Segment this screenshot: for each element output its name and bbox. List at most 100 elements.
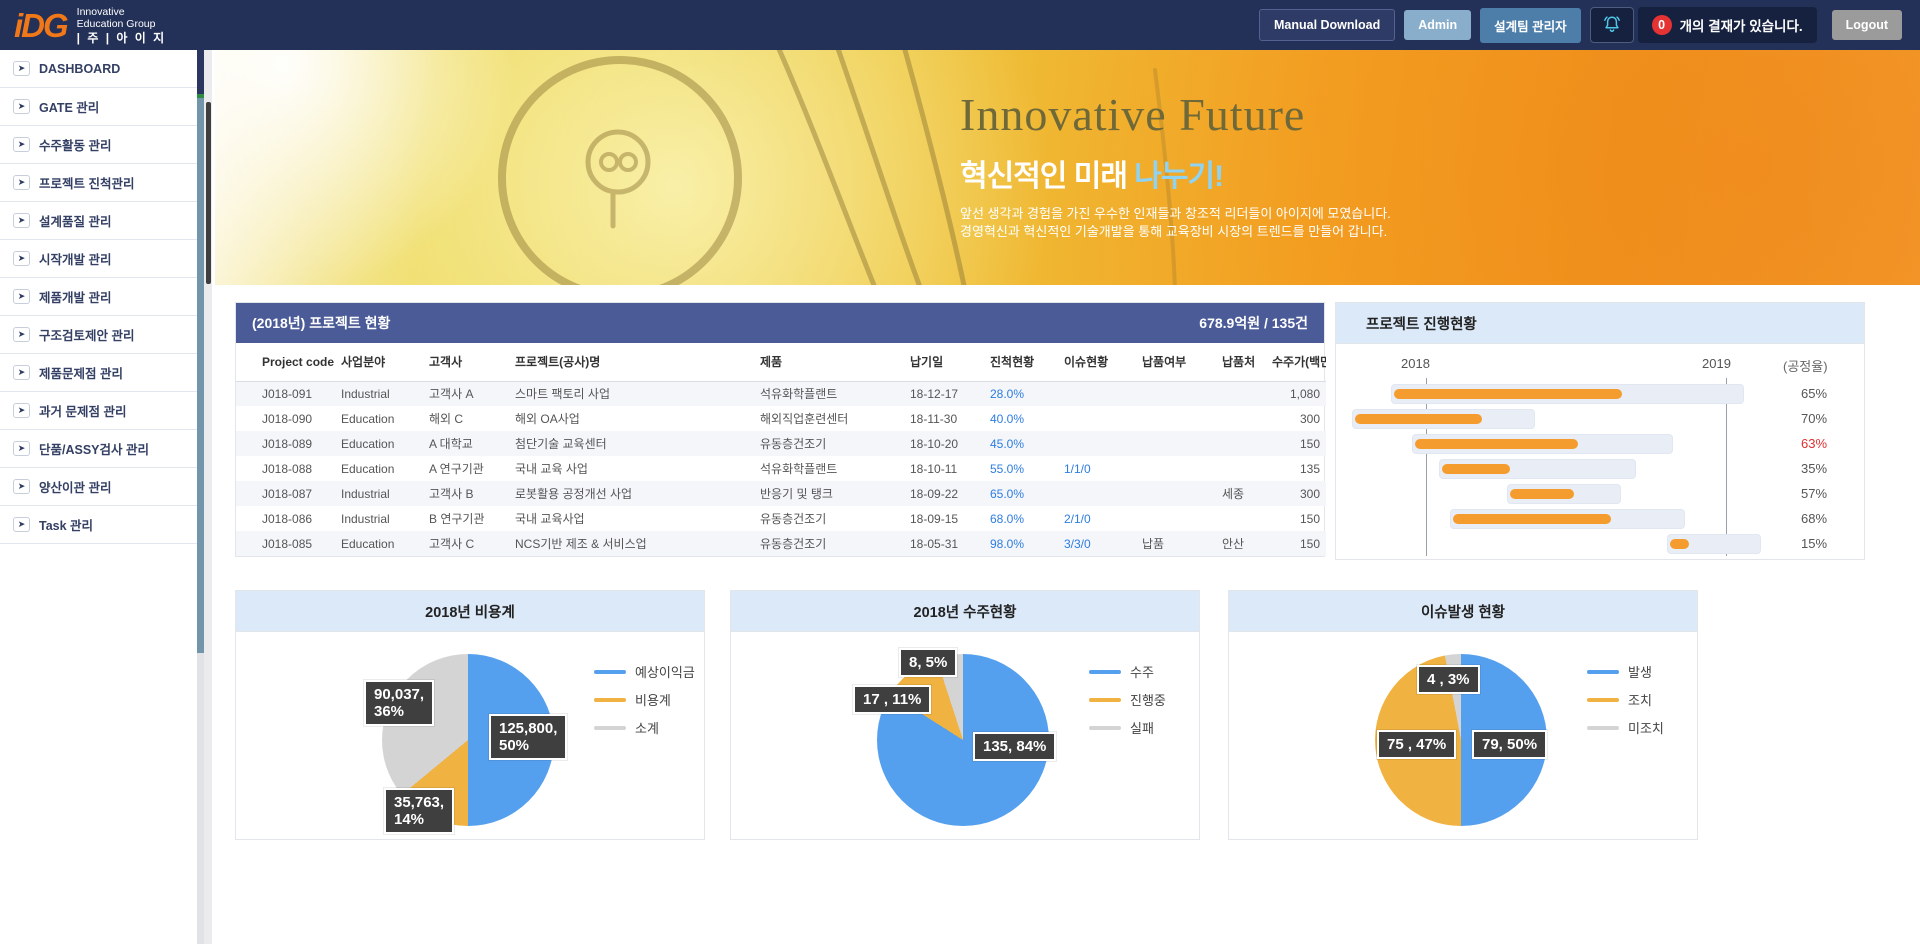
sidebar-item-2[interactable]: ➤ GATE 관리 [0, 88, 197, 126]
sidebar-item-label: 제품문제점 관리 [39, 367, 123, 381]
gantt-row[interactable]: 70% [1346, 409, 1827, 429]
table-row[interactable]: J018-089 Education A 대학교 첨단기술 교육센터 유동층건조기 18-… [236, 431, 1326, 456]
table-cell: 해외 OA사업 [515, 412, 580, 426]
pie-legend: 예상이익금 비용계 소계 [594, 662, 695, 746]
chevron-right-icon: ➤ [13, 365, 30, 380]
project-progress-panel: 프로젝트 진행현황 2018 2019 (공정율) 65% 70% 63% 35% 57… [1335, 302, 1865, 560]
logo-line3: | 주 | 아 이 지 [76, 31, 167, 45]
pie-data-label: 35,763, 14% [384, 788, 455, 834]
sidebar-scrollbar-thumb[interactable] [197, 98, 204, 653]
sidebar-item-label: 시작개발 관리 [39, 253, 112, 267]
table-cell: 18-12-17 [910, 381, 990, 406]
table-row[interactable]: J018-090 Education 해외 C 해외 OA사업 해외직업훈련센터 18-1… [236, 406, 1326, 431]
table-cell [1064, 406, 1142, 431]
table-cell: 유동층건조기 [760, 431, 910, 456]
chevron-right-icon: ➤ [13, 213, 30, 228]
table-cell: J018-085 [236, 531, 341, 556]
gantt-row[interactable]: 35% [1346, 459, 1827, 479]
legend-item: 조치 [1587, 690, 1664, 709]
banner-title: Innovative Future [960, 89, 1306, 140]
gantt-row[interactable]: 57% [1346, 484, 1827, 504]
sidebar-item-label: 설계품질 관리 [39, 215, 112, 229]
approval-notification[interactable]: 0 개의 결재가 있습니다. [1637, 7, 1817, 43]
sidebar-item-11[interactable]: ➤ 단품/ASSY검사 관리 [0, 430, 197, 468]
pie-data-label: 125,800, 50% [489, 714, 568, 760]
gantt-progress-label: 70% [1801, 411, 1828, 426]
column-header: 납품여부 [1142, 343, 1222, 382]
column-header: 진척현황 [990, 343, 1064, 382]
chevron-right-icon: ➤ [13, 99, 30, 114]
legend-swatch [1089, 725, 1121, 730]
banner-text: Innovative Future 혁신적인 미래 나누기! 앞선 생각과 경험… [960, 88, 1391, 241]
logout-button[interactable]: Logout [1831, 10, 1902, 40]
table-cell [1064, 431, 1142, 456]
table-cell: 유동층건조기 [760, 512, 827, 526]
gantt-gridline [1726, 378, 1728, 556]
logo-mark: iDG [14, 6, 69, 44]
project-status-title-bar: (2018년) 프로젝트 현황 678.9억원 / 135건 [236, 303, 1324, 343]
table-cell [1142, 506, 1222, 531]
table-cell: Education [341, 461, 395, 476]
table-cell: J018-088 [262, 461, 313, 476]
project-table-header-row: Project code 사업분야 고객사 프로젝트(공사)명 제품 납기일 진척현황 이슈현… [236, 343, 1326, 382]
table-row[interactable]: J018-087 Industrial 고객사 B 로봇활용 공정개선 사업 반응기 및… [236, 481, 1326, 506]
sidebar-item-label: GATE 관리 [39, 101, 100, 115]
sidebar-item-7[interactable]: ➤ 제품개발 관리 [0, 278, 197, 316]
manual-download-button[interactable]: Manual Download [1258, 9, 1396, 41]
pie-legend: 수주 진행중 실패 [1089, 662, 1166, 746]
sidebar-item-3[interactable]: ➤ 수주활동 관리 [0, 126, 197, 164]
table-cell: 65.0% [990, 481, 1064, 506]
logo-text: Innovative Education Group | 주 | 아 이 지 [77, 6, 167, 44]
admin-button[interactable]: Admin [1404, 10, 1472, 40]
table-row[interactable]: J018-091 Industrial 고객사 A 스마트 팩토리 사업 석유화학플랜트… [236, 381, 1326, 406]
table-cell: 18-09-15 [910, 511, 959, 526]
sidebar-item-9[interactable]: ➤ 제품문제점 관리 [0, 354, 197, 392]
chevron-right-icon: ➤ [13, 517, 30, 532]
sidebar-item-8[interactable]: ➤ 구조검토제안 관리 [0, 316, 197, 354]
legend-label: 소계 [635, 721, 659, 736]
table-cell: 150 [1272, 531, 1326, 556]
table-cell: 135 [1299, 461, 1320, 476]
bell-icon[interactable] [1589, 7, 1634, 43]
app-logo[interactable]: iDG Innovative Education Group | 주 | 아 이… [14, 6, 166, 44]
content-scrollbar[interactable] [204, 50, 212, 944]
sidebar-item-5[interactable]: ➤ 설계품질 관리 [0, 202, 197, 240]
gantt-row[interactable]: 63% [1346, 434, 1827, 454]
sidebar-item-12[interactable]: ➤ 양산이관 관리 [0, 468, 197, 506]
lightbulb-sketch [498, 50, 1177, 285]
legend-label: 실패 [1130, 721, 1154, 736]
design-team-button[interactable]: 설계팀 관리자 [1480, 7, 1581, 43]
sidebar-item-13[interactable]: ➤ Task 관리 [0, 506, 197, 544]
gantt-progress-bar [1394, 389, 1623, 399]
column-header: Project code [236, 343, 341, 382]
gantt-rows-area: 65% 70% 63% 35% 57% 68% 15% [1346, 378, 1827, 556]
column-header: 사업분야 [341, 343, 429, 382]
sidebar-item-10[interactable]: ➤ 과거 문제점 관리 [0, 392, 197, 430]
gantt-progress-bar [1355, 414, 1482, 424]
table-row[interactable]: J018-088 Education A 연구기관 국내 교육 사업 석유화학플랜트 18… [236, 456, 1326, 481]
pie-legend: 발생 조치 미조치 [1587, 662, 1664, 746]
gantt-progress-label: 57% [1801, 486, 1828, 501]
chevron-right-icon: ➤ [13, 327, 30, 342]
table-row[interactable]: J018-086 Industrial B 연구기관 국내 교육사업 유동층건조기 18-… [236, 506, 1326, 531]
table-cell: Education [341, 531, 429, 556]
table-cell: 세종 [1222, 481, 1272, 506]
content-scrollbar-thumb[interactable] [206, 102, 211, 284]
gantt-row[interactable]: 65% [1346, 384, 1827, 404]
banner-headline-blue: 나누기! [1134, 160, 1224, 193]
sidebar-item-1[interactable]: ➤ DASHBOARD [0, 50, 197, 88]
issue-pie-title: 이슈발생 현황 [1420, 604, 1506, 621]
gantt-chart: 2018 2019 (공정율) 65% 70% 63% 35% 57% 68% 15% [1336, 344, 1864, 560]
table-cell [1142, 456, 1222, 481]
cost-pie-body: 예상이익금 비용계 소계 125,800, 50% 35,763, 14% 90,037, 36… [236, 632, 704, 839]
sidebar-item-label: 과거 문제점 관리 [39, 405, 127, 419]
table-row[interactable]: J018-085 Education 고객사 C NCS기반 제조 & 서비스업 유동층… [236, 531, 1326, 556]
sidebar-scrollbar[interactable] [197, 50, 204, 944]
gantt-row[interactable]: 68% [1346, 509, 1827, 529]
table-cell: J018-087 [236, 481, 341, 506]
chevron-right-icon: ➤ [13, 137, 30, 152]
gantt-row[interactable]: 15% [1346, 534, 1827, 554]
sidebar-item-4[interactable]: ➤ 프로젝트 진척관리 [0, 164, 197, 202]
sidebar-item-6[interactable]: ➤ 시작개발 관리 [0, 240, 197, 278]
sidebar-item-label: 수주활동 관리 [39, 139, 112, 153]
